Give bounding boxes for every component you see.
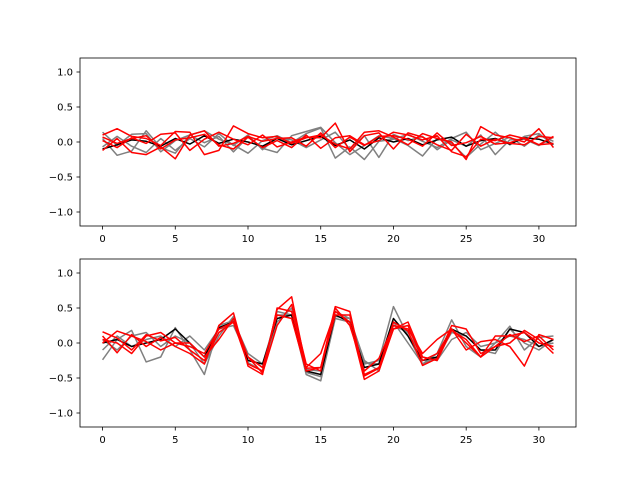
series-line-7 xyxy=(102,131,554,158)
x-tick-label: 0 xyxy=(99,234,105,245)
x-tick-label: 10 xyxy=(242,234,255,245)
series-lines xyxy=(101,296,554,382)
series-lines xyxy=(101,122,555,161)
x-tick-label: 25 xyxy=(460,435,473,446)
series-line-1 xyxy=(101,126,554,159)
x-tick-label: 5 xyxy=(172,234,178,245)
x-tick-label: 30 xyxy=(533,435,546,446)
x-tick-label: 25 xyxy=(460,234,473,245)
x-tick-label: 15 xyxy=(314,435,327,446)
y-tick-label: −0.5 xyxy=(49,173,73,184)
y-tick-label: 0.0 xyxy=(57,138,73,149)
y-tick-label: 0.5 xyxy=(57,304,73,315)
x-tick-label: 0 xyxy=(99,435,105,446)
series-line-7 xyxy=(102,314,554,376)
y-tick-label: −1.0 xyxy=(49,409,73,420)
series-line-3 xyxy=(102,314,554,376)
series-line-6 xyxy=(102,122,554,153)
x-tick-label: 15 xyxy=(314,234,327,245)
top-subplot: 0 5 10 15 20 25 30 −1.0 −0.5 0.0 0.5 1.0 xyxy=(49,57,577,245)
x-tick-label: 5 xyxy=(172,435,178,446)
y-tick-label: 0.0 xyxy=(57,339,73,350)
bottom-subplot: 0 5 10 15 20 25 30 −1.0 −0.5 0.0 0.5 1.0 xyxy=(49,258,577,446)
y-tick-label: 0.5 xyxy=(57,103,73,114)
x-tick-label: 10 xyxy=(242,435,255,446)
y-tick-label: −0.5 xyxy=(49,374,73,385)
series-line-5 xyxy=(102,130,554,160)
y-tick-label: 1.0 xyxy=(57,68,73,79)
y-tick-label: −1.0 xyxy=(49,208,73,219)
y-tick-label: 1.0 xyxy=(57,269,73,280)
x-tick-label: 20 xyxy=(387,234,400,245)
x-tick-label: 30 xyxy=(533,234,546,245)
x-tick-label: 20 xyxy=(387,435,400,446)
